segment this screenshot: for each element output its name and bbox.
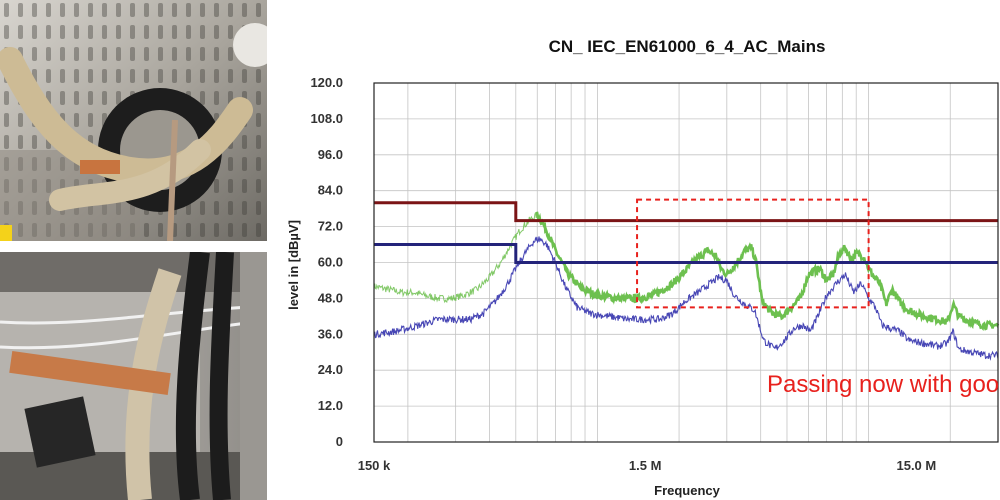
highlight-box xyxy=(636,198,870,309)
y-axis-label: level in [dBµV] xyxy=(286,220,301,310)
trace-quasi-peak-low xyxy=(373,211,538,304)
chart-title: CN_ IEC_EN61000_6_4_AC_Mains xyxy=(549,37,826,56)
x-axis-label: Frequency xyxy=(654,483,721,498)
x-tick-label: 15.0 M xyxy=(896,458,936,473)
limit-line-average xyxy=(374,243,998,264)
photo-cable-ferrite-top xyxy=(0,0,267,241)
y-tick-label: 0 xyxy=(336,434,343,449)
limit-line-quasi-peak xyxy=(374,201,998,223)
limit-lines xyxy=(374,201,998,264)
y-tick-label: 120.0 xyxy=(310,75,343,90)
y-tick-label: 84.0 xyxy=(318,183,343,198)
y-tick-labels: 0 12.0 24.0 36.0 48.0 60.0 72.0 84.0 96.0 108.0 12… xyxy=(310,75,343,449)
y-tick-label: 108.0 xyxy=(310,111,343,126)
plot-frame xyxy=(373,82,999,443)
y-tick-label: 12.0 xyxy=(318,398,343,413)
y-tick-label: 72.0 xyxy=(318,219,343,234)
x-tick-labels: 150 k 1.5 M 15.0 M xyxy=(358,458,937,473)
y-tick-label: 60.0 xyxy=(318,255,343,270)
emission-chart: CN_ IEC_EN61000_6_4_AC_Mains 0 12.0 24.0 36… xyxy=(286,37,1000,498)
measurement-traces xyxy=(373,211,1000,361)
x-tick-label: 1.5 M xyxy=(629,458,662,473)
y-tick-label: 36.0 xyxy=(318,326,343,341)
x-tick-label: 150 k xyxy=(358,458,391,473)
trace-average xyxy=(373,236,999,361)
y-tick-label: 48.0 xyxy=(318,290,343,305)
trace-quasi-peak xyxy=(535,211,1000,332)
photo-cable-shield-bottom xyxy=(0,252,267,500)
annotation-text: Passing now with good margin xyxy=(767,371,1000,398)
y-tick-label: 96.0 xyxy=(318,147,343,162)
y-tick-label: 24.0 xyxy=(318,362,343,377)
